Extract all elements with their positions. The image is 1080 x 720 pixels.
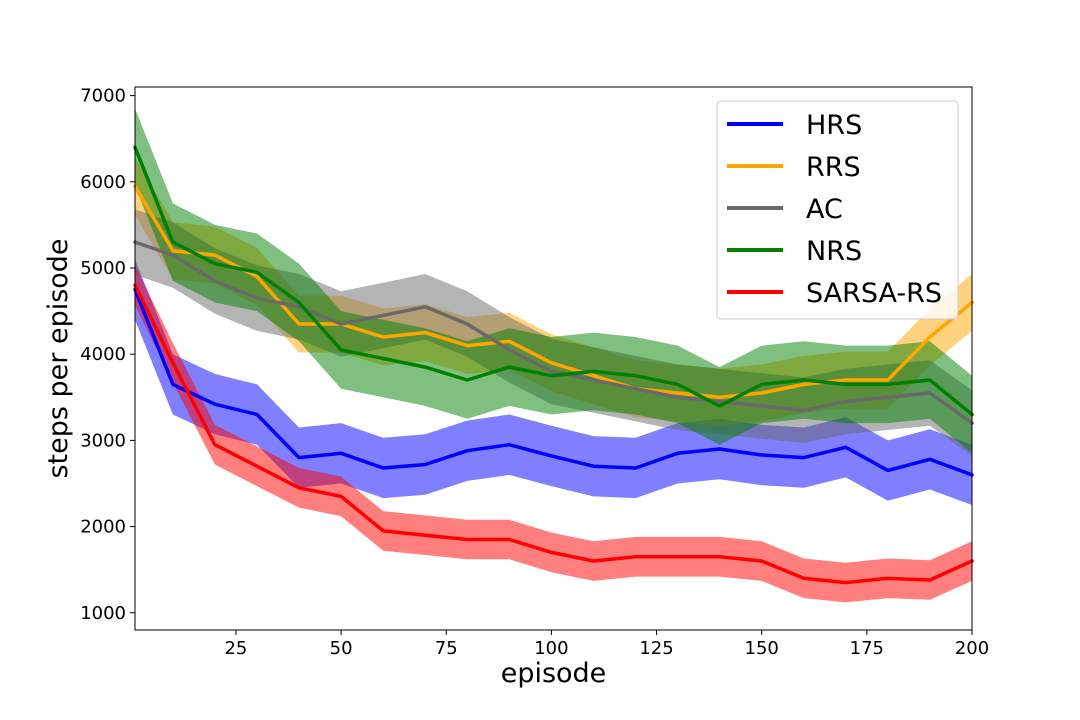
legend-label-nrs: NRS xyxy=(806,236,862,267)
band-nrs xyxy=(135,108,972,454)
y-axis-label: steps per episode xyxy=(43,238,74,478)
legend-label-rrs: RRS xyxy=(806,152,861,183)
band-sarsa-rs xyxy=(135,265,972,603)
y-tick-label: 4000 xyxy=(80,344,126,365)
x-axis-ticks: 25 50 75 100 125 150 175 200 xyxy=(224,630,989,659)
series-line-hrs xyxy=(133,287,974,477)
legend-label-sarsa-rs: SARSA-RS xyxy=(806,278,942,309)
series-line-ac xyxy=(133,240,974,425)
series-line-nrs xyxy=(133,145,974,417)
legend-label-hrs: HRS xyxy=(806,110,862,141)
y-tick-label: 1000 xyxy=(80,603,126,624)
y-tick-label: 6000 xyxy=(80,172,126,193)
y-tick-label: 5000 xyxy=(80,258,126,279)
legend-box xyxy=(716,100,959,320)
y-tick-label: 3000 xyxy=(80,430,126,451)
y-axis-ticks: 1000 2000 3000 4000 5000 6000 7000 xyxy=(80,86,135,624)
x-axis-label: episode xyxy=(501,658,607,689)
x-tick-label: 100 xyxy=(534,638,568,659)
x-tick-label: 50 xyxy=(330,638,353,659)
y-tick-label: 2000 xyxy=(80,517,126,538)
band-hrs xyxy=(135,259,972,505)
x-tick-label: 175 xyxy=(850,638,884,659)
x-tick-label: 200 xyxy=(955,638,989,659)
x-tick-label: 25 xyxy=(224,638,247,659)
series-line-sarsa-rs xyxy=(133,283,974,585)
y-tick-label: 7000 xyxy=(80,86,126,107)
legend-label-ac: AC xyxy=(806,194,843,225)
plot-area-frame xyxy=(134,86,973,631)
x-tick-label: 75 xyxy=(435,638,458,659)
x-tick-label: 150 xyxy=(745,638,779,659)
x-tick-label: 125 xyxy=(639,638,673,659)
series-lines xyxy=(133,145,974,585)
legend: HRS RRS AC NRS SARSA-RS xyxy=(716,100,959,320)
